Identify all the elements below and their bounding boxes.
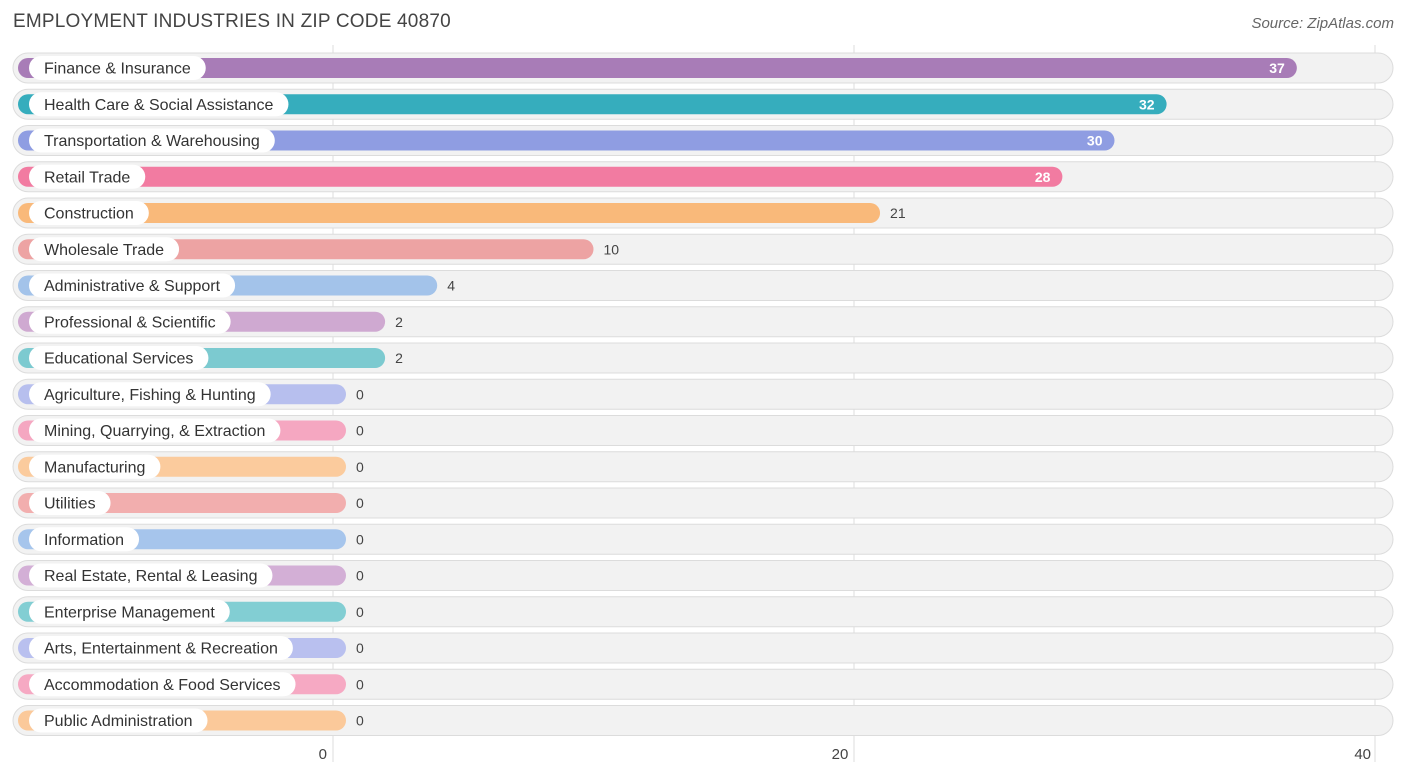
category-label-pill (29, 491, 111, 515)
x-tick-label: 40 (1354, 746, 1371, 763)
row-background (12, 705, 1394, 736)
value-label: 2 (395, 350, 403, 366)
value-label: 0 (356, 676, 364, 692)
category-label-pill (29, 237, 180, 262)
value-label: 2 (395, 314, 403, 330)
category-label: Public Administration (44, 713, 193, 730)
category-label-pill (29, 599, 230, 624)
category-label-pill (29, 563, 273, 588)
category-label: Real Estate, Rental & Leasing (44, 568, 257, 585)
category-label-pill (29, 92, 289, 117)
value-label: 0 (356, 640, 364, 656)
category-label: Professional & Scientific (44, 314, 216, 331)
category-label: Agriculture, Fishing & Hunting (44, 387, 256, 404)
value-label: 0 (356, 423, 364, 439)
row-background (12, 451, 1394, 483)
category-label-pill (29, 672, 296, 697)
category-label: Construction (44, 206, 134, 223)
category-label: Accommodation & Food Services (44, 677, 281, 694)
bar (18, 58, 1297, 78)
category-label-pill (29, 128, 275, 153)
category-label: Retail Trade (44, 169, 130, 186)
category-label-pill (29, 346, 209, 370)
category-label: Enterprise Management (44, 604, 215, 621)
category-label: Wholesale Trade (44, 242, 164, 259)
row-background (12, 668, 1394, 700)
category-label-pill (29, 273, 236, 298)
x-tick-label: 20 (832, 746, 849, 763)
category-label: Mining, Quarrying, & Extraction (44, 423, 265, 440)
value-label: 0 (356, 568, 364, 584)
row-background (12, 523, 1394, 555)
value-label: 0 (356, 495, 364, 511)
category-label-pill (29, 382, 271, 407)
value-label: 32 (1139, 96, 1155, 112)
category-label-pill (29, 56, 206, 80)
bar (18, 130, 1115, 151)
category-label-pill (29, 636, 293, 660)
value-label: 28 (1035, 169, 1051, 185)
category-label: Arts, Entertainment & Recreation (44, 641, 278, 658)
category-label-pill (29, 527, 140, 552)
category-label-pill (29, 418, 281, 443)
category-label-pill (29, 309, 231, 334)
bar (18, 94, 1167, 115)
value-label: 4 (447, 278, 455, 294)
value-label: 0 (356, 604, 364, 620)
row-background (12, 596, 1394, 628)
chart-title: EMPLOYMENT INDUSTRIES IN ZIP CODE 40870 (13, 11, 451, 32)
row-background (12, 487, 1394, 519)
row-background (12, 560, 1394, 591)
category-label: Manufacturing (44, 459, 145, 476)
value-label: 21 (890, 205, 906, 221)
category-label: Administrative & Support (44, 278, 221, 295)
value-label: 37 (1269, 60, 1285, 76)
x-tick-label: 0 (319, 746, 327, 763)
value-label: 0 (356, 386, 364, 402)
bar (18, 166, 1063, 187)
category-label-pill (29, 164, 146, 189)
row-background (12, 632, 1394, 664)
row-background (12, 415, 1394, 446)
category-label-pill (29, 708, 208, 733)
value-label: 10 (604, 241, 620, 257)
category-label-pill (29, 454, 161, 479)
category-label: Utilities (44, 496, 96, 513)
category-label: Information (44, 532, 124, 549)
category-label: Health Care & Social Assistance (44, 97, 274, 114)
category-label: Transportation & Warehousing (44, 133, 260, 150)
chart-source: Source: ZipAtlas.com (1251, 15, 1394, 32)
value-label: 30 (1087, 133, 1103, 149)
value-label: 0 (356, 531, 364, 547)
value-label: 0 (356, 459, 364, 475)
category-label: Educational Services (44, 351, 193, 368)
category-label-pill (29, 201, 149, 225)
category-label: Finance & Insurance (44, 61, 191, 78)
value-label: 0 (356, 713, 364, 729)
bar (18, 203, 881, 223)
row-background (12, 378, 1394, 410)
